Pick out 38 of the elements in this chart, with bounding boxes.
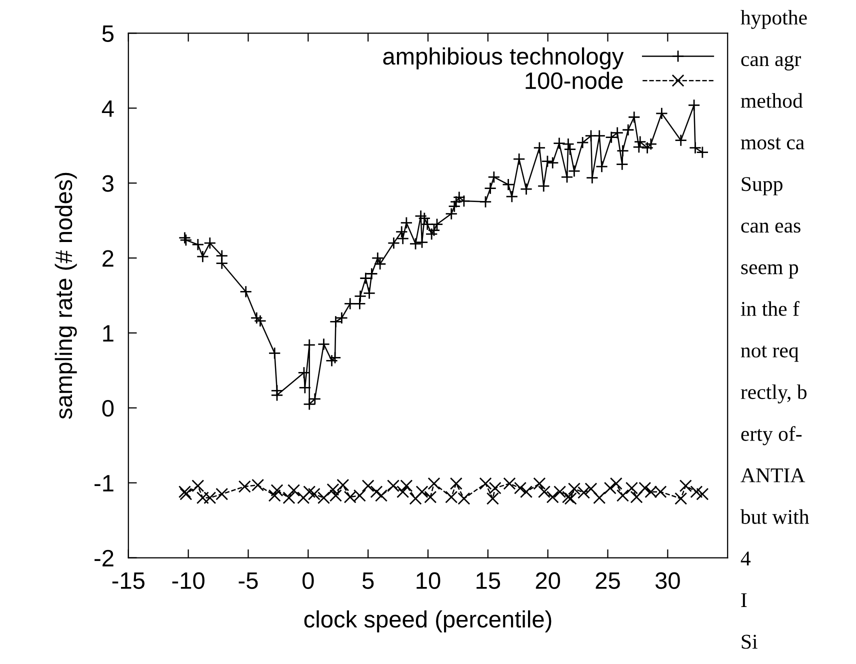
x-tick-label: 10: [416, 572, 440, 589]
text: can eas: [741, 222, 800, 233]
x-tick-label: 15: [476, 572, 500, 589]
y-tick-label: 2: [102, 250, 114, 267]
text: seem p: [741, 264, 798, 279]
y-tick-label: 0: [102, 400, 114, 417]
text: but with: [740, 509, 810, 524]
text: rectly, b: [740, 384, 807, 404]
x-tick-label: -5: [238, 572, 258, 589]
text: not req: [740, 346, 798, 362]
legend-label: amphibious technology: [383, 47, 624, 70]
y-tick-label: 4: [102, 100, 114, 117]
x-tick-label: -15: [112, 572, 144, 589]
text: method: [740, 93, 803, 108]
y-tick-label: -2: [94, 550, 114, 566]
x-tick-label: 0: [302, 572, 314, 589]
text: can agr: [741, 55, 801, 70]
text: hypothe: [740, 10, 807, 29]
y-tick-label: 5: [102, 26, 114, 42]
legend-label: 100-node: [526, 72, 623, 90]
x-tick-label: 25: [596, 572, 620, 589]
x-axis-title: clock speed (percentile): [304, 610, 552, 632]
x-tick-label: -10: [172, 572, 204, 589]
text: Supp: [742, 177, 782, 196]
y-tick-label: 1: [103, 325, 114, 342]
x-tick-label: 20: [536, 572, 560, 589]
x-tick-label: 30: [655, 572, 680, 589]
text: 4: [740, 552, 751, 566]
y-tick-label: 3: [102, 175, 114, 192]
text: most ca: [740, 138, 804, 150]
text: ANTIA: [740, 468, 806, 482]
y-tick-label: -1: [94, 475, 114, 492]
y-axis-title: sampling rate (# nodes): [54, 172, 77, 419]
text: Si: [742, 634, 758, 649]
text: I: [741, 593, 747, 607]
text: erty of-: [741, 426, 802, 446]
text: in the f: [740, 301, 800, 316]
x-tick-label: 5: [362, 572, 374, 589]
